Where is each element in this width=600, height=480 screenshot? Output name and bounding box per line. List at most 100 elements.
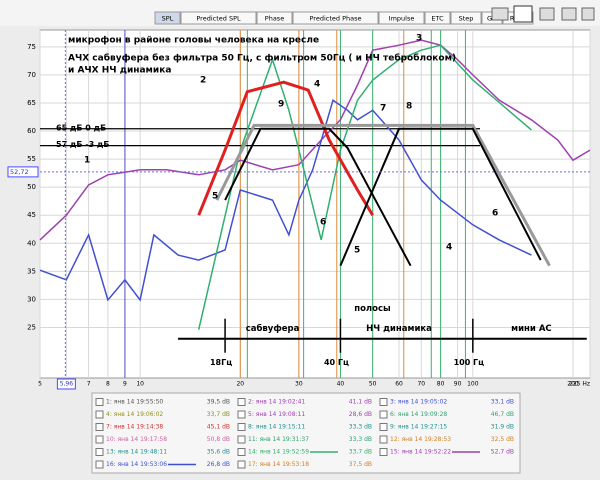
checkbox[interactable] bbox=[237, 435, 246, 444]
legend-label: 14: янв 14 19:52:59 bbox=[248, 449, 309, 456]
legend-level: 39,5 dB bbox=[207, 399, 230, 406]
checkbox[interactable] bbox=[95, 410, 104, 419]
band-edge-label: 40 Гц bbox=[324, 358, 349, 367]
x-tick-label: 60 bbox=[395, 381, 403, 388]
y-tick-label: 40 bbox=[27, 239, 36, 247]
callout: 2 bbox=[200, 76, 206, 86]
y-tick-label: 75 bbox=[27, 43, 36, 51]
tab[interactable] bbox=[256, 11, 293, 25]
checkbox[interactable] bbox=[379, 423, 388, 431]
tab-label[interactable]: ETC bbox=[431, 15, 444, 23]
tab[interactable] bbox=[378, 11, 425, 25]
tab-label[interactable]: Phase bbox=[265, 15, 284, 23]
tab-label[interactable]: Impulse bbox=[389, 15, 415, 23]
tab[interactable] bbox=[424, 11, 451, 25]
checkbox[interactable] bbox=[237, 460, 246, 469]
cursor-box bbox=[56, 378, 76, 390]
legend-level: 31,9 dB bbox=[491, 424, 514, 431]
legend-level: 35,6 dB bbox=[207, 449, 230, 456]
x-tick-label: 10 bbox=[136, 381, 144, 388]
plot: 2530354045505560657075567891020304050607… bbox=[7, 30, 591, 390]
tab-label[interactable]: Predicted Phase bbox=[310, 15, 362, 23]
note: и АЧХ НЧ динамика bbox=[68, 66, 171, 76]
y-tick-label: 70 bbox=[27, 71, 36, 79]
x-tick-label: 7 bbox=[87, 381, 91, 388]
tab-label[interactable]: Predicted SPL bbox=[196, 15, 241, 23]
legend-level: 33,3 dB bbox=[349, 436, 372, 443]
legend-level: 26,8 dB bbox=[207, 461, 230, 468]
series-line bbox=[224, 127, 412, 267]
icon[interactable] bbox=[491, 7, 509, 21]
legend-label: 12: янв 14 19:28:53 bbox=[390, 436, 451, 443]
legend-label: 13: янв 14 19:48:11 bbox=[106, 449, 167, 456]
callout: 4 bbox=[446, 243, 452, 253]
checkbox[interactable] bbox=[379, 398, 388, 406]
toolbar-icons bbox=[491, 5, 595, 23]
legend-level: 50,8 dB bbox=[207, 436, 230, 443]
legend-label: 1: янв 14 19:55:50 bbox=[106, 399, 163, 406]
checkbox[interactable] bbox=[237, 423, 246, 431]
checkbox[interactable] bbox=[95, 460, 104, 469]
legend-level: 45,1 dB bbox=[207, 424, 230, 431]
y-tick-label: 55 bbox=[27, 155, 36, 163]
legend-level: 41,1 dB bbox=[349, 399, 372, 406]
x-tick-label: 200 bbox=[567, 381, 579, 388]
callout: 9 bbox=[278, 100, 284, 110]
tab[interactable] bbox=[450, 11, 482, 25]
icon[interactable] bbox=[581, 7, 595, 21]
callout: 4 bbox=[314, 80, 320, 90]
legend-level: 33,7 dB bbox=[349, 449, 372, 456]
x-tick-label: 30 bbox=[295, 381, 303, 388]
y-tick-label: 25 bbox=[27, 323, 36, 331]
checkbox[interactable] bbox=[237, 398, 246, 406]
legend-level: 33,7 dB bbox=[207, 411, 230, 418]
band-name: сабвуфера bbox=[246, 323, 300, 334]
checkbox[interactable] bbox=[95, 435, 104, 444]
tab[interactable] bbox=[292, 11, 379, 25]
y-tick-label: 50 bbox=[27, 183, 36, 191]
callout: 5 bbox=[354, 246, 360, 256]
y-tick-label: 45 bbox=[27, 211, 36, 219]
x-tick-label: 5 bbox=[38, 381, 42, 388]
callout: 5 bbox=[212, 192, 218, 202]
tab-label[interactable]: SPL bbox=[162, 15, 174, 23]
icon[interactable] bbox=[513, 5, 533, 23]
band-edge-label: 18Гц bbox=[210, 358, 232, 367]
callout: 8 bbox=[406, 102, 412, 112]
series-line bbox=[215, 123, 551, 267]
note: АЧХ сабвуфера без фильтра 50 Гц, с фильт… bbox=[68, 53, 456, 64]
checkbox[interactable] bbox=[95, 423, 104, 431]
x-tick-label: 20 bbox=[236, 381, 244, 388]
checkbox[interactable] bbox=[95, 448, 104, 456]
legend-label: 5: янв 14 19:08:11 bbox=[248, 411, 305, 418]
checkbox[interactable] bbox=[237, 410, 246, 419]
series-line bbox=[39, 98, 532, 302]
callout: 7 bbox=[380, 104, 386, 114]
note: микрофон в районе головы человека на кре… bbox=[68, 36, 319, 46]
y-tick-label: 30 bbox=[27, 295, 36, 303]
legend-label: 6: янв 14 19:09:28 bbox=[390, 411, 447, 418]
series-line bbox=[339, 127, 542, 267]
legend: 1: янв 14 19:55:50 39,5 dB 2: янв 14 19:02… bbox=[95, 398, 514, 469]
callout: 1 bbox=[84, 156, 90, 166]
reference-label: 65 дБ 0 дБ bbox=[56, 123, 106, 132]
reference-label: 57 дБ -3 дБ bbox=[56, 140, 110, 149]
tab[interactable] bbox=[180, 11, 257, 25]
x-tick-label: 70 bbox=[417, 381, 425, 388]
tab[interactable] bbox=[154, 11, 181, 25]
checkbox[interactable] bbox=[379, 410, 388, 419]
tab-label[interactable]: Step bbox=[459, 15, 474, 23]
checkbox[interactable] bbox=[379, 448, 388, 456]
checkbox[interactable] bbox=[95, 398, 104, 406]
legend-label: 3: янв 14 19:05:02 bbox=[390, 399, 447, 406]
annotations: микрофон в районе головы человека на кре… bbox=[68, 34, 498, 256]
plot-area bbox=[39, 29, 591, 379]
icon[interactable] bbox=[561, 7, 577, 21]
checkbox[interactable] bbox=[379, 435, 388, 444]
band-name: мини АС bbox=[511, 324, 552, 334]
legend-level: 28,6 dB bbox=[349, 411, 372, 418]
icon[interactable] bbox=[539, 7, 555, 21]
checkbox[interactable] bbox=[237, 448, 246, 456]
legend-level: 33,3 dB bbox=[349, 424, 372, 431]
legend-level: 52,7 dB bbox=[491, 449, 514, 456]
